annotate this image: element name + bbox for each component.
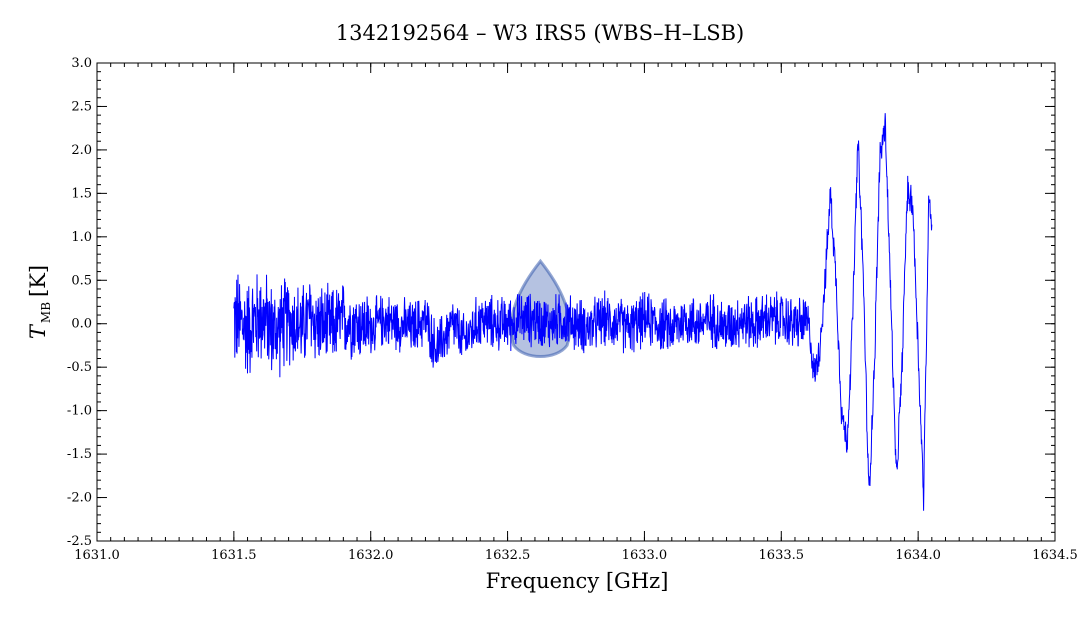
- x-tick-label: 1633.0: [622, 548, 668, 563]
- y-tick-label: -2.0: [67, 491, 92, 506]
- plot-frame: [96, 62, 1056, 542]
- y-axis-label-unit: [K]: [26, 265, 50, 297]
- y-tick-label: -2.5: [67, 534, 92, 549]
- spectrum-series: [233, 113, 933, 511]
- x-tick-label: 1632.5: [485, 548, 531, 563]
- y-tick-label: -0.5: [67, 360, 92, 375]
- y-tick-label: 3.0: [71, 56, 92, 71]
- x-tick-label: 1631.5: [211, 548, 257, 563]
- y-tick-label: -1.0: [67, 404, 92, 419]
- y-tick-label: 0.5: [71, 273, 92, 288]
- y-tick-label: -1.5: [67, 447, 92, 462]
- x-axis-label: Frequency [GHz]: [486, 569, 669, 593]
- y-tick-label: 2.5: [71, 99, 92, 114]
- y-tick-label: 1.0: [71, 230, 92, 245]
- y-axis-label-main: T: [26, 323, 50, 339]
- x-tick-label: 1634.5: [1032, 548, 1078, 563]
- x-tick-label: 1634.0: [895, 548, 941, 563]
- y-axis-label: TMB [K]: [26, 265, 53, 339]
- axis-ticks: [96, 62, 1056, 542]
- x-tick-labels: 1631.0 1631.5 1632.0 1632.5 1633.0 1633.5 1634…: [74, 548, 1078, 563]
- chart-title: 1342192564 – W3 IRS5 (WBS–H–LSB): [336, 21, 744, 45]
- x-tick-label: 1631.0: [74, 548, 120, 563]
- y-axis-label-sub: MB: [39, 302, 53, 323]
- x-tick-label: 1632.0: [348, 548, 394, 563]
- x-tick-label: 1633.5: [759, 548, 805, 563]
- svg-text:TMB[K]: TMB [K]: [26, 265, 53, 339]
- y-tick-label: 2.0: [71, 143, 92, 158]
- spectrum-line: [233, 113, 933, 511]
- y-tick-labels: -2.5 -2.0 -1.5 -1.0 -0.5 0.0 0.5 1.0 1.5 2.0 2.5 3.…: [67, 56, 92, 549]
- y-tick-label: 0.0: [71, 317, 92, 332]
- y-tick-label: 1.5: [71, 186, 92, 201]
